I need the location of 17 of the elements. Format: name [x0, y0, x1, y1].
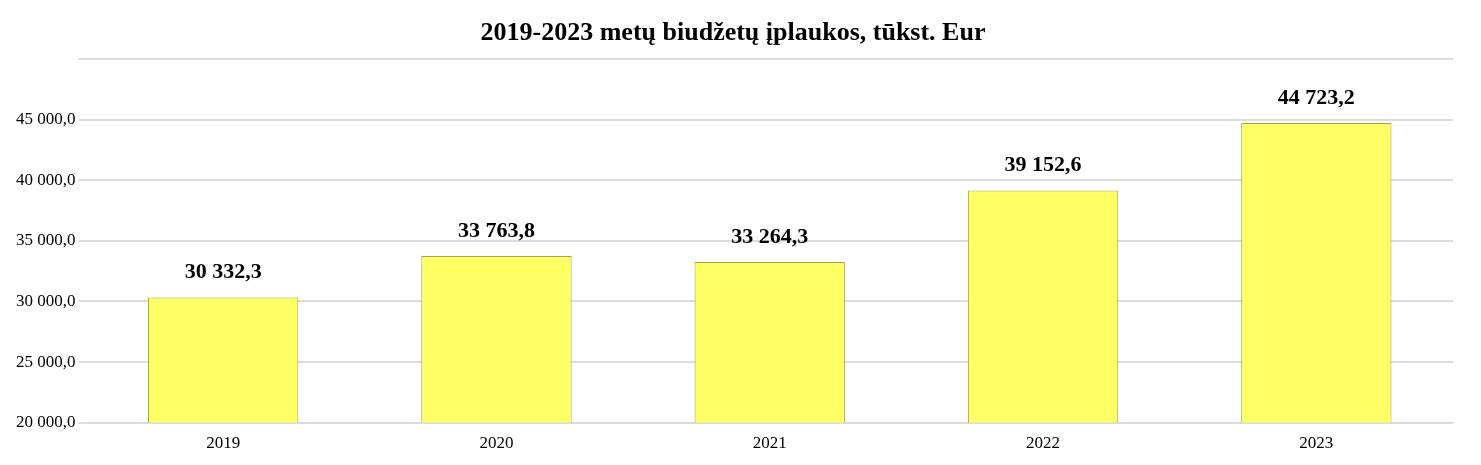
y-tick-label: 40 000,0 — [16, 169, 76, 189]
data-label: 39 152,6 — [1004, 151, 1082, 177]
data-label: 44 723,2 — [1277, 83, 1355, 109]
data-label: 30 332,3 — [184, 258, 262, 284]
data-label: 33 763,8 — [457, 216, 535, 242]
x-tick-label: 2019 — [206, 433, 241, 453]
y-tick-label: 30 000,0 — [16, 290, 76, 310]
x-tick-label: 2020 — [479, 433, 514, 453]
x-tick-label: 2023 — [1299, 433, 1334, 453]
x-tick-label: 2021 — [752, 433, 787, 453]
chart-title: 2019-2023 metų biudžetų įplaukos, tūkst. Eur — [480, 17, 986, 47]
y-tick-label: 20 000,0 — [16, 412, 76, 432]
y-tick-label: 45 000,0 — [16, 109, 76, 129]
data-label: 33 264,3 — [731, 222, 809, 248]
y-tick-label: 25 000,0 — [16, 351, 76, 371]
y-tick-label: 35 000,0 — [16, 230, 76, 250]
x-tick-label: 2022 — [1026, 433, 1061, 453]
